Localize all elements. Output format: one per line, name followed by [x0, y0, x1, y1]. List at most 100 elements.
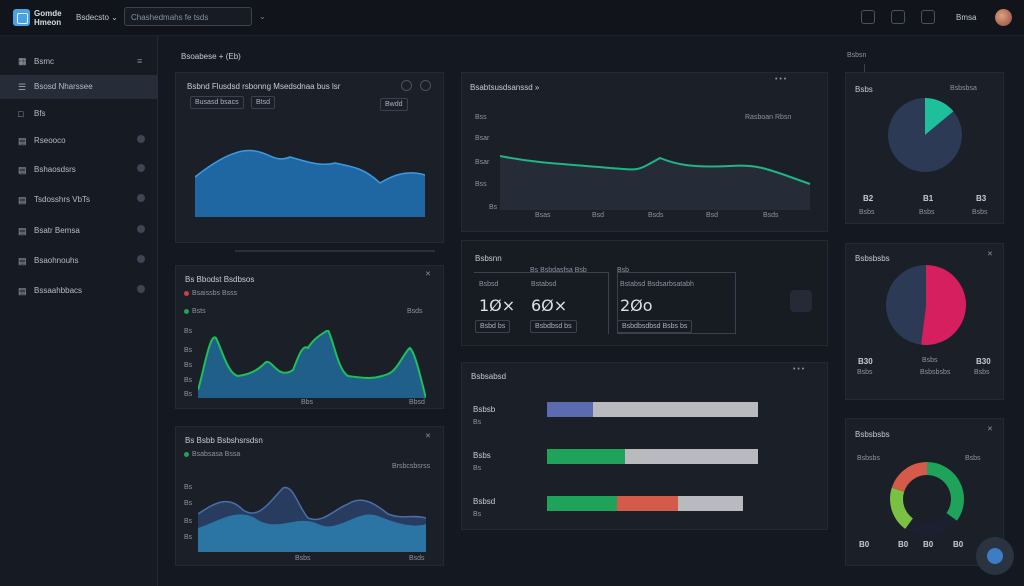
legend-label: Bsbsbs — [857, 455, 880, 462]
x-tick: Bbs — [301, 399, 314, 406]
user-name[interactable]: Bmsa — [956, 13, 977, 22]
app-logo-icon[interactable] — [13, 9, 30, 26]
progress-sublabel: Bs — [473, 465, 482, 472]
y-tick: Bs — [184, 391, 193, 398]
pie-chart-1 — [888, 98, 962, 172]
legend-label: Brsbcsbsrss — [392, 463, 431, 470]
close-icon[interactable]: ✕ — [987, 251, 993, 258]
progress-label: Bsbsd — [473, 497, 496, 506]
brand-name: Gomde Hmeon — [34, 9, 62, 27]
line-fill — [500, 156, 810, 210]
kpi-panel — [461, 240, 828, 346]
panel-title: Bsbsnn — [475, 254, 502, 263]
sidebar-item[interactable]: ▤ Bsaohnouhs — [0, 249, 158, 273]
notification-icon[interactable] — [861, 10, 875, 24]
stat-value: B1 — [923, 194, 934, 203]
kpi-chip[interactable]: Bsbdbsdbsd Bsbs bs — [617, 320, 693, 333]
expand-icon[interactable] — [137, 285, 145, 293]
legend-label: Bsds — [407, 308, 423, 315]
breadcrumb[interactable]: Bsdecsto ⌄ — [76, 13, 118, 22]
sidebar-item-active[interactable]: ☰ Bsosd Nharssee — [0, 75, 158, 99]
sidebar-item-label: Bssaahbbacs — [34, 286, 83, 295]
more-icon[interactable]: • • • — [793, 366, 805, 373]
sidebar-item[interactable]: ▤ Bssaahbbacs — [0, 279, 158, 303]
kpi-value: 2Øo — [620, 296, 653, 315]
y-tick: Bs — [184, 362, 193, 369]
panel-title: Bs Bsbb Bsbshsrsdsn — [185, 436, 263, 445]
expand-icon[interactable] — [137, 164, 145, 172]
search-input[interactable] — [124, 7, 252, 26]
progress-label: Bsbs — [473, 451, 491, 460]
filter-chip[interactable]: Busasd bsacs — [190, 96, 244, 109]
panel-title: Bsbsbsbs — [855, 430, 890, 439]
progress-sublabel: Bs — [473, 419, 482, 426]
stat-value: Bsbs — [922, 357, 938, 364]
sidebar-heading: Bsmc — [34, 57, 54, 66]
sidebar-item[interactable]: ▤ Tsdosshrs VbTs — [0, 188, 158, 212]
stat-value: B0 — [859, 540, 870, 549]
pie-chart-2 — [886, 265, 966, 345]
settings-icon[interactable] — [921, 10, 935, 24]
stat-label: Bsbsbsbs — [920, 369, 951, 376]
green-area-chart — [198, 330, 426, 398]
close-icon[interactable]: ✕ — [987, 426, 993, 433]
chevron-down-icon[interactable]: ⌄ — [259, 12, 266, 21]
y-tick: Bsar — [475, 159, 490, 166]
section-title: Bsoabese + (Eb) — [181, 52, 241, 61]
progress-fill — [547, 449, 626, 464]
stat-label: Bsbs — [974, 369, 990, 376]
kpi-chip[interactable]: Bsbd bs — [475, 320, 511, 333]
refresh-icon[interactable] — [790, 290, 812, 312]
page-icon: □ — [18, 109, 24, 119]
y-tick: Bs — [184, 347, 193, 354]
legend-label: Bsts — [192, 308, 206, 315]
chat-icon — [987, 548, 1003, 564]
area-chart — [195, 149, 425, 217]
progress-track — [547, 402, 758, 417]
panel-title: Bsbsbsbs — [855, 254, 890, 263]
expand-icon[interactable] — [137, 194, 145, 202]
line-series — [500, 155, 811, 185]
sidebar-item[interactable]: ▤ Bshaosdsrs — [0, 158, 158, 182]
pie-slice — [886, 265, 926, 345]
pie-slice — [891, 462, 927, 492]
sidebar-item-label: Rseooco — [34, 136, 66, 145]
sidebar-item-label: Bsosd Nharssee — [34, 82, 93, 91]
message-icon[interactable] — [891, 10, 905, 24]
panel-title: Bs Bbodst Bsdbsos — [185, 275, 255, 284]
list-icon: ☰ — [18, 82, 27, 92]
sidebar — [0, 36, 158, 586]
line-chart — [500, 155, 811, 210]
filter-chip[interactable]: Bwdd — [380, 98, 408, 111]
close-icon[interactable]: ✕ — [425, 433, 431, 440]
expand-icon[interactable] — [137, 255, 145, 263]
x-tick: Bsd — [592, 212, 605, 219]
blue-line — [198, 486, 426, 521]
sidebar-item[interactable]: ▤ Rseooco — [0, 129, 158, 153]
y-tick: Bss — [475, 114, 487, 121]
kpi-chip[interactable]: Bsbdbsd bs — [530, 320, 577, 333]
close-icon[interactable]: ✕ — [425, 271, 431, 278]
filter-chip[interactable]: Btsd — [251, 96, 276, 109]
more-icon[interactable]: • • • — [775, 76, 787, 83]
stat-label: Bsbs — [859, 209, 875, 216]
y-tick: Bsar — [475, 135, 490, 142]
green-line — [198, 330, 426, 398]
sidebar-item-label: Tsdosshrs VbTs — [34, 195, 91, 204]
more-icon[interactable] — [420, 80, 431, 91]
kpi-label: Bstabsd — [531, 281, 557, 288]
pie-slice — [888, 98, 962, 172]
sidebar-item[interactable]: □ Bfs — [0, 102, 158, 126]
expand-icon[interactable] — [137, 135, 145, 143]
legend-label: Bsabsasa Bssa — [192, 451, 241, 458]
expand-icon[interactable] — [137, 225, 145, 233]
avatar[interactable] — [995, 9, 1012, 26]
info-icon[interactable] — [401, 80, 412, 91]
donut-panel — [845, 418, 1004, 566]
progress-label: Bsbsb — [473, 405, 496, 414]
panel-title: Bsbnd Flusdsd rsbonng Msedsdnaa bus lsr — [187, 82, 341, 91]
stat-value: B0 — [953, 540, 964, 549]
menu-icon[interactable]: ≡ — [137, 56, 143, 66]
scrollbar[interactable] — [235, 250, 435, 252]
sidebar-item[interactable]: ▤ Bsatr Bemsa — [0, 219, 158, 243]
